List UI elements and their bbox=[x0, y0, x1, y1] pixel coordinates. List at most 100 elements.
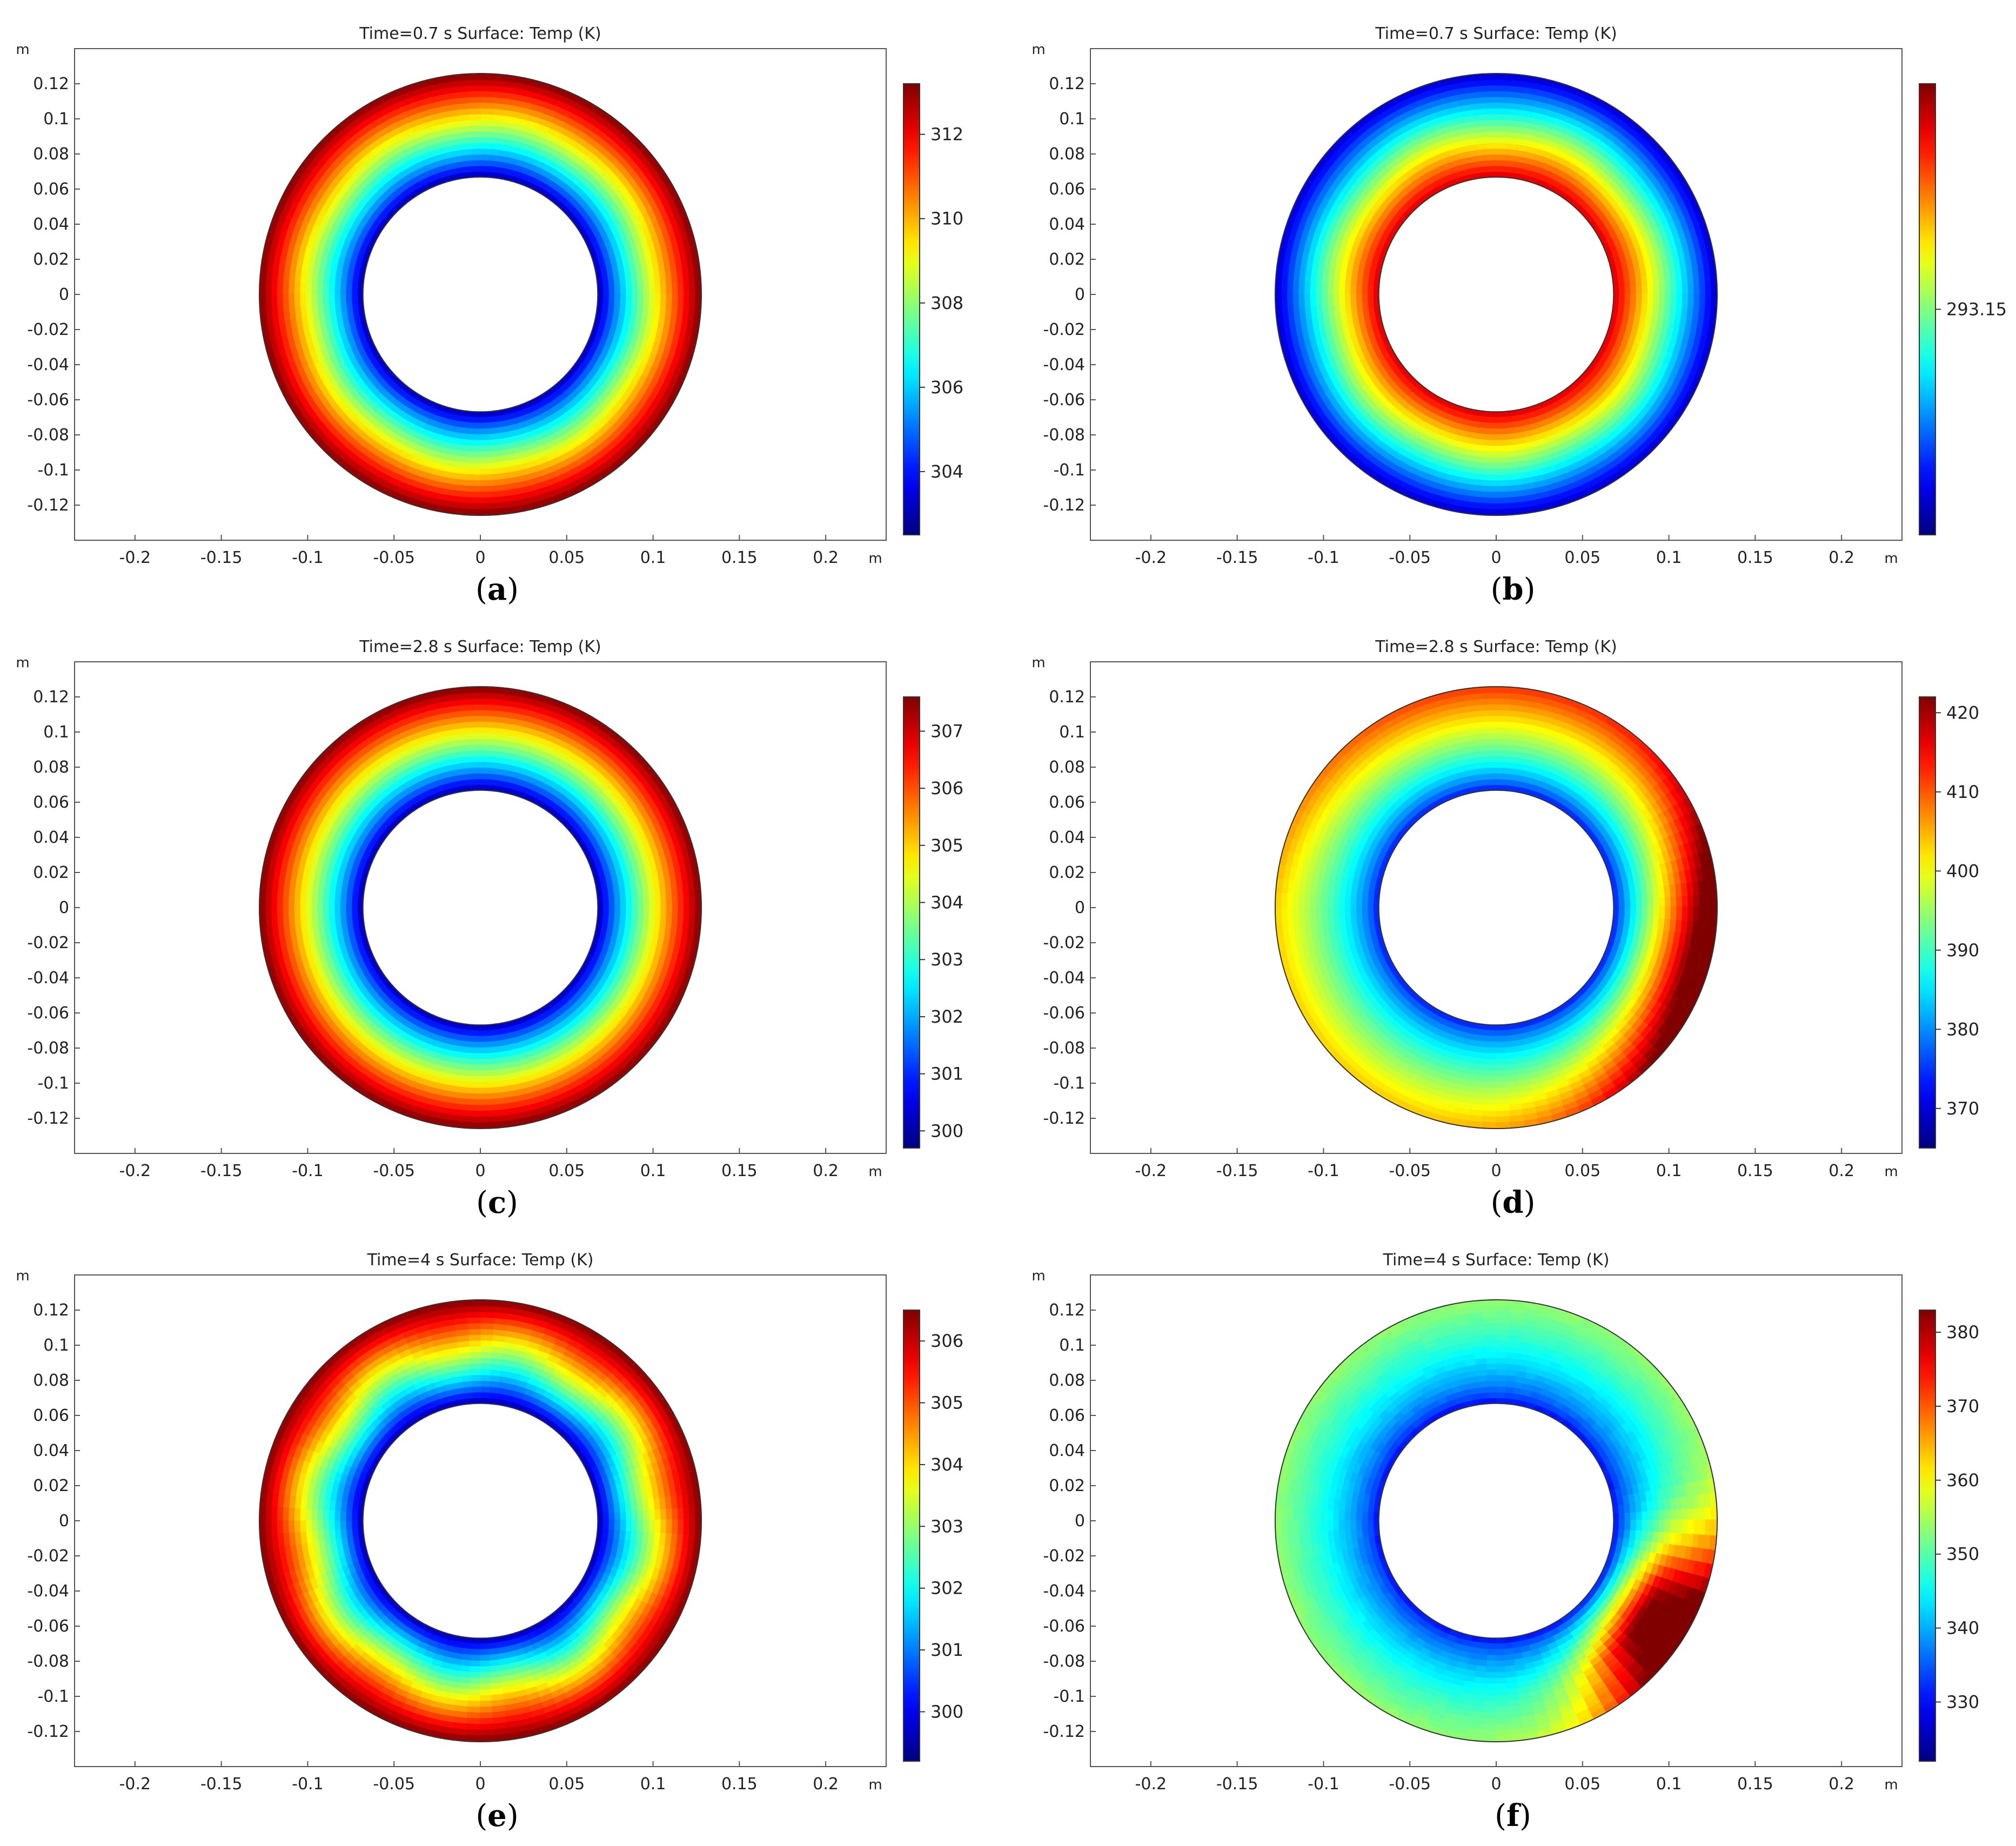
field-cell bbox=[1495, 153, 1506, 161]
field-cell bbox=[333, 907, 341, 918]
field-cell bbox=[1486, 165, 1497, 172]
field-cell bbox=[467, 108, 481, 115]
field-cell bbox=[480, 1053, 492, 1060]
field-cell bbox=[1488, 411, 1497, 418]
field-cell bbox=[351, 907, 358, 917]
field-cell bbox=[660, 281, 667, 295]
field-cell bbox=[1682, 280, 1689, 295]
field-cell bbox=[470, 767, 481, 774]
field-cell bbox=[672, 280, 679, 295]
y-tick-label: -0.04 bbox=[27, 355, 69, 374]
field-cell bbox=[614, 293, 621, 304]
colorbar-tick-label: 304 bbox=[930, 461, 963, 482]
field-cell bbox=[1483, 480, 1498, 487]
field-cell bbox=[1624, 284, 1632, 295]
field-cell bbox=[597, 285, 604, 295]
field-cell bbox=[1286, 280, 1294, 296]
field-cell bbox=[333, 284, 341, 296]
field-cell bbox=[1496, 417, 1506, 424]
field-cell bbox=[1705, 293, 1712, 309]
field-cell bbox=[357, 286, 364, 296]
colorbar bbox=[1919, 83, 1936, 535]
field-cell bbox=[1343, 294, 1351, 306]
field-cell bbox=[468, 1076, 482, 1083]
field-cell bbox=[468, 743, 481, 751]
field-cell bbox=[293, 294, 301, 308]
field-cell bbox=[467, 486, 482, 493]
field-cell bbox=[465, 90, 481, 98]
field-cell bbox=[471, 1030, 481, 1037]
field-cell bbox=[642, 895, 651, 908]
y-tick-label: -0.06 bbox=[1043, 391, 1085, 410]
field-cell bbox=[1485, 142, 1497, 149]
field-cell bbox=[1349, 284, 1357, 296]
field-cell bbox=[1332, 283, 1339, 296]
field-cell bbox=[470, 434, 481, 441]
field-cell bbox=[1496, 440, 1508, 447]
field-cell bbox=[480, 1087, 494, 1095]
field-cell bbox=[479, 709, 494, 716]
field-cell bbox=[479, 755, 491, 762]
y-tick-label: -0.06 bbox=[27, 391, 69, 410]
annulus-outer-edge bbox=[1274, 72, 1718, 516]
field-cell bbox=[1367, 294, 1374, 304]
field-cell bbox=[305, 294, 312, 307]
field-cell bbox=[1496, 428, 1506, 435]
field-cell bbox=[620, 284, 627, 295]
field-cell bbox=[466, 715, 481, 722]
field-cell bbox=[677, 293, 685, 308]
field-cell bbox=[648, 293, 656, 307]
field-cell bbox=[1361, 285, 1368, 296]
field-cell bbox=[1495, 78, 1511, 86]
field-cell bbox=[470, 159, 481, 166]
field-cell bbox=[480, 411, 490, 418]
field-cell bbox=[480, 422, 491, 430]
field-cell bbox=[466, 102, 481, 109]
field-cell bbox=[467, 113, 481, 120]
field-cell bbox=[467, 1099, 482, 1106]
field-cell bbox=[480, 1099, 495, 1106]
y-tick-label: 0.1 bbox=[1059, 110, 1085, 129]
field-cell bbox=[466, 497, 482, 505]
field-cell bbox=[626, 283, 633, 295]
field-cell bbox=[626, 293, 633, 305]
field-cell bbox=[276, 294, 284, 310]
field-cell bbox=[322, 897, 330, 909]
field-cell bbox=[480, 1104, 495, 1112]
field-cell bbox=[1485, 440, 1497, 447]
field-cell bbox=[480, 486, 495, 493]
field-cell bbox=[469, 142, 481, 149]
field-cell bbox=[466, 709, 481, 716]
field-cell bbox=[1495, 119, 1509, 126]
field-cell bbox=[1664, 293, 1672, 307]
field-cell bbox=[471, 171, 481, 178]
y-axis-unit: m bbox=[16, 42, 29, 58]
field-cell bbox=[468, 737, 481, 746]
panel-caption: (b) bbox=[1491, 572, 1536, 607]
field-cell bbox=[467, 1093, 482, 1100]
field-cell bbox=[597, 907, 604, 916]
field-cell bbox=[345, 285, 352, 296]
field-cell bbox=[1481, 84, 1497, 92]
field-cell bbox=[1612, 285, 1620, 295]
field-cell bbox=[1496, 497, 1511, 505]
field-cell bbox=[480, 480, 494, 487]
field-cell bbox=[1496, 434, 1507, 441]
y-tick-label: 0.12 bbox=[1049, 75, 1085, 93]
field-cell bbox=[322, 294, 330, 306]
field-cell bbox=[1496, 474, 1510, 481]
field-cell bbox=[602, 293, 610, 304]
field-cell bbox=[677, 279, 685, 295]
field-cell bbox=[479, 784, 489, 791]
x-tick-label: 0.2 bbox=[813, 548, 839, 567]
y-tick-label: 0.04 bbox=[33, 215, 69, 234]
field-cell bbox=[327, 907, 335, 919]
field-cell bbox=[1496, 468, 1510, 476]
field-cell bbox=[316, 283, 324, 296]
panel-a: Time=0.7 s Surface: Temp (K)-0.2 -0.15 -0.… bbox=[16, 24, 963, 607]
field-cell bbox=[299, 282, 306, 296]
field-cell bbox=[466, 1104, 482, 1112]
plot-title: Time=0.7 s Surface: Temp (K) bbox=[1375, 24, 1617, 43]
field-cell bbox=[310, 896, 318, 909]
field-cell bbox=[1496, 457, 1509, 465]
